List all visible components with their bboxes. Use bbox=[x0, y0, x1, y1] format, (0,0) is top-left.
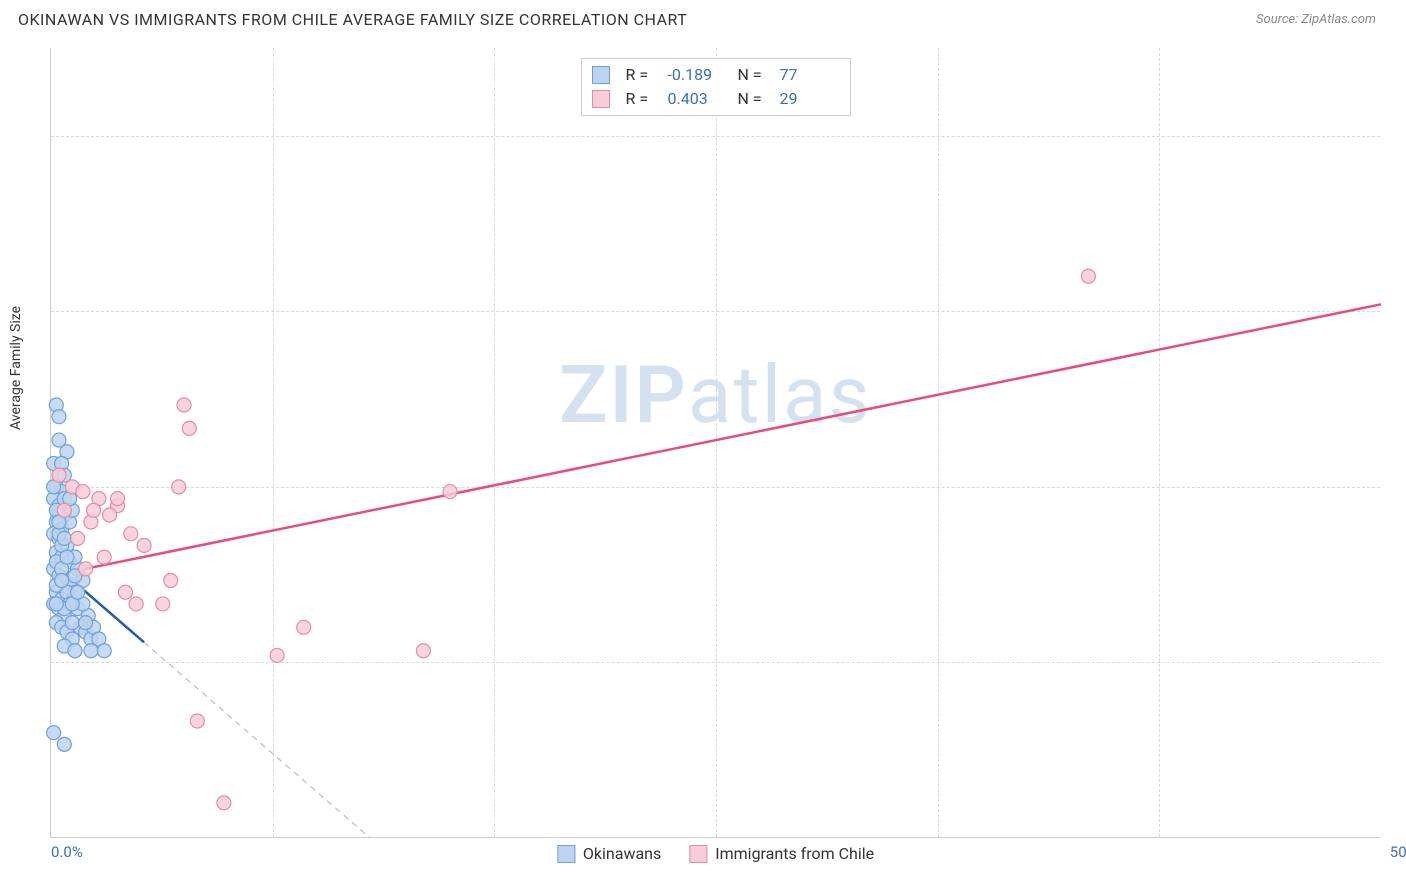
legend-r-label: R = bbox=[626, 87, 658, 111]
legend-row-pink: R = 0.403 N = 29 bbox=[592, 87, 840, 111]
y-tick-label: 5.00 bbox=[1388, 127, 1406, 145]
chart-plot-area: ZIPatlas 2.753.504.255.00 R = -0.189 N =… bbox=[50, 48, 1380, 838]
x-tick-max: 50.0% bbox=[1390, 843, 1406, 861]
x-tick-min: 0.0% bbox=[51, 843, 83, 861]
y-tick-label: 4.25 bbox=[1388, 302, 1406, 320]
chart-title: OKINAWAN VS IMMIGRANTS FROM CHILE AVERAG… bbox=[18, 10, 687, 29]
legend-row-blue: R = -0.189 N = 77 bbox=[592, 63, 840, 87]
y-tick-label: 3.50 bbox=[1388, 478, 1406, 496]
legend-swatch-blue bbox=[557, 845, 575, 863]
legend-r-value-blue: -0.189 bbox=[668, 63, 728, 87]
legend-label-pink: Immigrants from Chile bbox=[715, 844, 874, 863]
legend-swatch-pink bbox=[592, 90, 610, 108]
legend-n-value-pink: 29 bbox=[780, 87, 840, 111]
scatter-plot-svg bbox=[51, 48, 1380, 837]
y-tick-label: 2.75 bbox=[1388, 653, 1406, 671]
legend-n-label: N = bbox=[738, 63, 770, 87]
correlation-legend: R = -0.189 N = 77 R = 0.403 N = 29 bbox=[581, 58, 851, 116]
legend-label-blue: Okinawans bbox=[583, 844, 661, 863]
series-legend: Okinawans Immigrants from Chile bbox=[557, 844, 874, 863]
legend-swatch-blue bbox=[592, 66, 610, 84]
legend-n-label: N = bbox=[738, 87, 770, 111]
source-citation: Source: ZipAtlas.com bbox=[1256, 12, 1376, 27]
legend-r-value-pink: 0.403 bbox=[668, 87, 728, 111]
legend-r-label: R = bbox=[626, 63, 658, 87]
legend-item-pink: Immigrants from Chile bbox=[689, 844, 874, 863]
y-axis-label: Average Family Size bbox=[8, 306, 24, 430]
legend-item-blue: Okinawans bbox=[557, 844, 661, 863]
legend-n-value-blue: 77 bbox=[780, 63, 840, 87]
legend-swatch-pink bbox=[689, 845, 707, 863]
